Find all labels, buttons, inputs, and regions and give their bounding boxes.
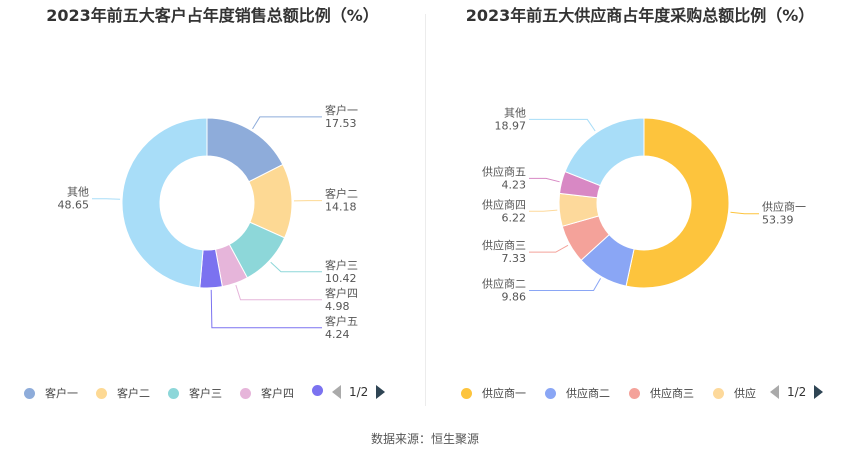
- supplier-chart-title: 2023年前五大供应商占年度采购总额比例（%）: [465, 6, 815, 25]
- supplier-chart-panel: 2023年前五大供应商占年度采购总额比例（%） 供应商一 53.39 供应商二 9.8…: [425, 0, 850, 410]
- slice-category-label: 客户二: [325, 187, 358, 201]
- legend-item-2[interactable]: 客户二: [96, 385, 150, 401]
- legend-label: 客户一: [45, 387, 78, 400]
- legend-marker: [312, 385, 323, 396]
- label-leader-line: [529, 244, 569, 253]
- legend-item-2[interactable]: 供应商二: [545, 385, 610, 401]
- slice-value-label: 9.86: [502, 291, 527, 304]
- customer-chart-title: 2023年前五大客户占年度销售总额比例（%）: [46, 6, 379, 25]
- slice-value-label: 17.53: [325, 117, 357, 130]
- slice-value-label: 4.23: [502, 178, 527, 191]
- slice-value-label: 14.18: [325, 201, 357, 214]
- slice-value-label: 4.98: [325, 300, 350, 313]
- prev-page-icon[interactable]: [332, 385, 341, 399]
- slice-category-label: 其他: [67, 186, 89, 199]
- slice-category-label: 客户一: [325, 103, 358, 117]
- legend-item-5[interactable]: [312, 385, 333, 396]
- slice-category-label: 客户五: [325, 314, 358, 328]
- legend-item-4[interactable]: 客户四: [240, 385, 294, 401]
- slice-value-label: 10.42: [325, 272, 357, 285]
- label-leader-line: [210, 289, 322, 329]
- legend-item-4[interactable]: 供应: [713, 385, 756, 401]
- data-source-note: 数据来源：恒生聚源: [370, 432, 479, 446]
- label-leader-line: [529, 118, 596, 132]
- slice-value-label: 7.33: [502, 252, 527, 265]
- label-leader-line: [730, 211, 759, 215]
- supplier-legend: 供应商一 供应商二 供应商三 供应 1/2: [425, 383, 850, 403]
- label-leader-line: [529, 177, 560, 183]
- supplier-legend-pager: 1/2: [770, 385, 824, 399]
- slice-category-label: 供应商二: [482, 277, 526, 291]
- legend-marker: [629, 387, 640, 399]
- slice-category-label: 供应商五: [482, 164, 526, 178]
- label-leader-line: [529, 209, 558, 212]
- label-leader-line: [270, 261, 322, 273]
- legend-page-number: 1/2: [349, 385, 369, 399]
- legend-marker: [24, 387, 35, 399]
- slice-value-label: 18.97: [495, 119, 527, 132]
- legend-label: 供应商三: [650, 387, 694, 400]
- legend-label: 供应商二: [566, 387, 610, 400]
- slice-value-label: 53.39: [762, 214, 794, 227]
- slice-category-label: 其他: [504, 106, 526, 119]
- legend-label: 客户二: [117, 387, 150, 400]
- donut-slice-6[interactable]: [121, 117, 208, 289]
- legend-label: 客户三: [189, 387, 222, 400]
- donut-slice-6[interactable]: [564, 117, 645, 187]
- slice-category-label: 供应商三: [482, 238, 526, 252]
- panel-divider: [425, 14, 426, 406]
- legend-item-3[interactable]: 供应商三: [629, 385, 694, 401]
- customer-legend: 客户一 客户二 客户三 客户四 1/2: [0, 383, 425, 403]
- slice-category-label: 供应商一: [762, 200, 806, 214]
- legend-marker: [240, 387, 251, 399]
- slice-category-label: 客户四: [325, 286, 358, 300]
- legend-page-number: 1/2: [787, 385, 807, 399]
- legend-marker: [168, 387, 179, 399]
- legend-marker: [545, 387, 556, 399]
- slice-value-label: 4.24: [325, 328, 350, 341]
- legend-label: 客户四: [261, 387, 294, 400]
- legend-item-3[interactable]: 客户三: [168, 385, 222, 401]
- label-leader-line: [235, 284, 322, 301]
- legend-item-1[interactable]: 客户一: [24, 385, 78, 401]
- customer-chart-panel: 2023年前五大客户占年度销售总额比例（%） 客户一 17.53 客户二 14.18 客…: [0, 0, 425, 410]
- legend-item-1[interactable]: 供应商一: [461, 385, 526, 401]
- slice-value-label: 6.22: [502, 211, 527, 224]
- next-page-icon[interactable]: [814, 385, 824, 399]
- slice-category-label: 供应商四: [482, 197, 526, 211]
- label-leader-line: [529, 278, 601, 292]
- label-leader-line: [252, 116, 322, 130]
- legend-label: 供应商一: [482, 387, 526, 400]
- legend-marker: [96, 387, 107, 399]
- slice-category-label: 客户三: [325, 258, 358, 272]
- prev-page-icon[interactable]: [770, 385, 779, 399]
- legend-marker: [713, 387, 724, 399]
- slice-value-label: 48.65: [58, 199, 90, 212]
- next-page-icon[interactable]: [376, 385, 386, 399]
- donut-slice-1[interactable]: [625, 117, 730, 289]
- customer-legend-pager: 1/2: [332, 385, 386, 399]
- legend-marker: [461, 387, 472, 399]
- legend-label: 供应: [734, 387, 756, 400]
- label-leader-line: [92, 198, 121, 200]
